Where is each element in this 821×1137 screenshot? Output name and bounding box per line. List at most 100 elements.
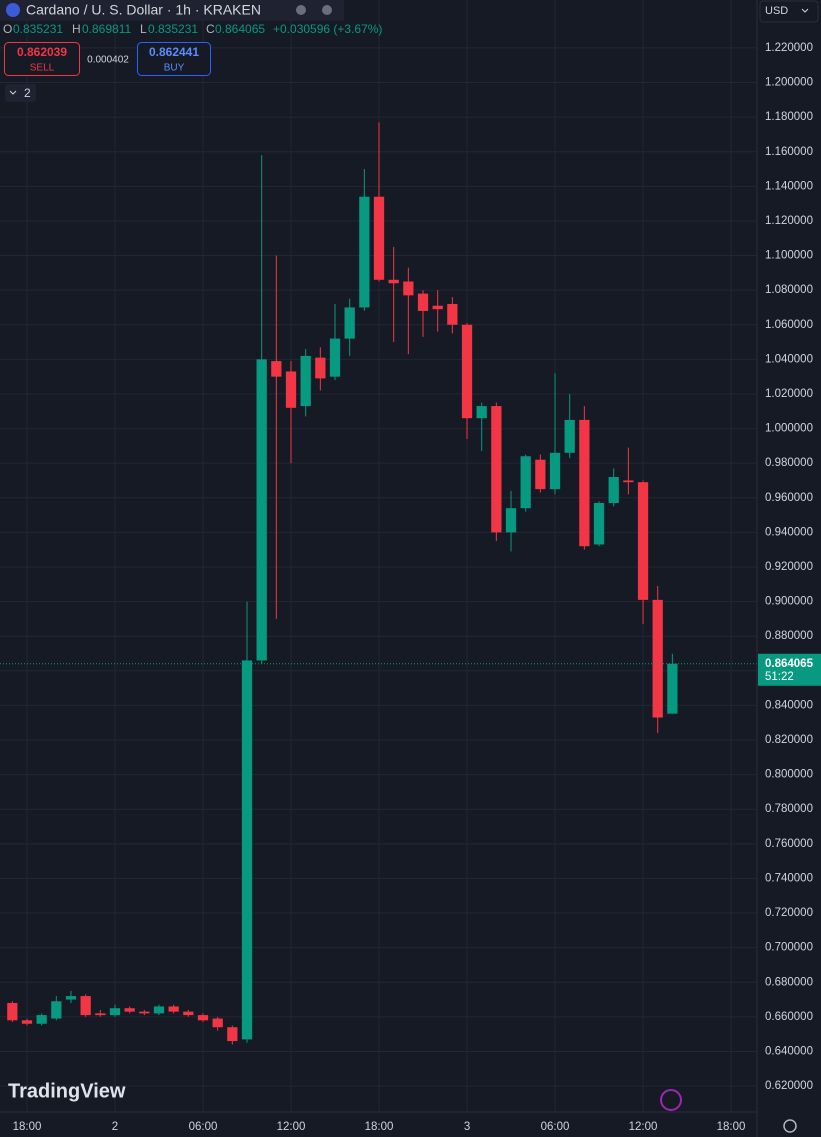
candle-body	[388, 279, 399, 284]
symbol[interactable]: Cardano / U. S. Dollar · 1h · KRAKEN	[26, 2, 261, 18]
y-tick-label: 0.980000	[765, 457, 813, 469]
sell-label[interactable]: SELL	[30, 63, 55, 74]
candle-body	[212, 1018, 223, 1028]
y-tick-label: 1.160000	[765, 146, 813, 158]
y-tick-label: 0.640000	[765, 1045, 813, 1057]
candle-body	[21, 1020, 33, 1024]
candle-body	[65, 996, 77, 1000]
candle-body	[153, 1006, 165, 1014]
o-value: 0.835231	[13, 22, 63, 36]
buy-label[interactable]: BUY	[164, 63, 185, 74]
l-label: L	[140, 22, 147, 36]
y-tick-label: 1.040000	[765, 353, 813, 365]
candle-body	[80, 996, 91, 1016]
candle-body	[373, 196, 385, 280]
candle-body	[549, 452, 561, 490]
candle-body	[637, 482, 649, 600]
settings-icon[interactable]	[783, 1119, 797, 1133]
x-tick-label: 18:00	[365, 1121, 394, 1133]
y-tick-label: 1.020000	[765, 388, 813, 400]
coin-icon	[6, 3, 20, 17]
candles	[0, 122, 757, 1045]
candle-body	[197, 1015, 209, 1021]
y-tick-label: 1.060000	[765, 319, 813, 331]
x-tick-label: 2	[112, 1121, 118, 1133]
indicator-toggle[interactable]	[5, 84, 36, 102]
h-label: H	[72, 22, 81, 36]
y-tick-label: 0.680000	[765, 976, 813, 988]
y-tick-label: 0.920000	[765, 561, 813, 573]
o-label: O	[3, 22, 12, 36]
candle-body	[329, 338, 341, 377]
dot	[296, 5, 306, 15]
candle-body	[359, 196, 370, 308]
y-tick-label: 0.880000	[765, 630, 813, 642]
x-tick-label: 12:00	[629, 1121, 658, 1133]
x-tick-label: 3	[464, 1121, 470, 1133]
x-tick-label: 12:00	[277, 1121, 306, 1133]
candle-body	[608, 477, 619, 503]
dot	[322, 5, 332, 15]
candle-body	[7, 1002, 18, 1021]
buy-button[interactable]	[137, 42, 211, 76]
chevron	[9, 90, 17, 95]
currency-button[interactable]	[759, 0, 819, 23]
candle-body	[241, 660, 253, 1040]
candle-body	[183, 1011, 194, 1016]
x-tick-label: 18:00	[13, 1121, 42, 1133]
spread: 0.000402	[87, 55, 129, 66]
last-price-label: 0.864065	[765, 658, 814, 670]
last-price-tag	[758, 653, 821, 686]
candle-body	[447, 303, 458, 325]
h-value: 0.869811	[82, 22, 131, 36]
candle-body	[403, 281, 414, 296]
candle-body	[109, 1008, 121, 1016]
candle-body	[315, 357, 326, 379]
candle-body	[124, 1008, 135, 1012]
countdown: 51:22	[765, 671, 794, 683]
y-tick-label: 1.220000	[765, 42, 813, 54]
candle-body	[491, 406, 502, 533]
y-tick-label: 0.620000	[765, 1080, 813, 1092]
candle-body	[505, 508, 517, 533]
candle-body	[520, 456, 531, 509]
y-tick-label: 0.660000	[765, 1011, 813, 1023]
candle-body	[344, 307, 355, 339]
candle-body	[95, 1013, 106, 1016]
candle-body	[461, 324, 473, 419]
currency[interactable]: USD	[765, 5, 788, 17]
candle-body	[256, 359, 267, 661]
l-value: 0.835231	[148, 22, 198, 36]
sell-button[interactable]	[4, 42, 80, 76]
y-tick-label: 0.740000	[765, 872, 813, 884]
y-tick-label: 1.140000	[765, 180, 813, 192]
symbol-bar[interactable]	[0, 0, 344, 21]
candle-body	[227, 1027, 238, 1042]
change: +0.030596 (+3.67%)	[273, 22, 382, 36]
candle-body	[285, 371, 297, 408]
y-tick-label: 0.720000	[765, 907, 813, 919]
y-tick-label: 0.900000	[765, 596, 813, 608]
logo[interactable]: TradingView	[8, 1080, 126, 1102]
y-tick-label: 0.820000	[765, 734, 813, 746]
y-tick-label: 0.800000	[765, 769, 813, 781]
candle-body	[271, 361, 282, 377]
axes: 0.620000 0.640000 0.660000 0.680000 0.700000…	[13, 42, 821, 1133]
y-tick-label: 0.940000	[765, 526, 813, 538]
c-label: C	[206, 22, 215, 36]
candle-body	[623, 480, 634, 483]
candle-body	[476, 406, 487, 419]
candle-body	[417, 293, 429, 311]
y-tick-label: 0.700000	[765, 942, 813, 954]
candle-body	[51, 1001, 62, 1019]
x-tick-label: 06:00	[541, 1121, 570, 1133]
indicator-count[interactable]: 2	[24, 86, 31, 100]
sell-price[interactable]: 0.862039	[17, 45, 67, 59]
candle-body	[564, 419, 575, 453]
buy-price[interactable]: 0.862441	[149, 45, 199, 59]
y-tick-label: 0.780000	[765, 803, 813, 815]
replay-icon[interactable]	[660, 1089, 682, 1111]
candle-body	[139, 1011, 150, 1014]
y-tick-label: 1.100000	[765, 250, 813, 262]
